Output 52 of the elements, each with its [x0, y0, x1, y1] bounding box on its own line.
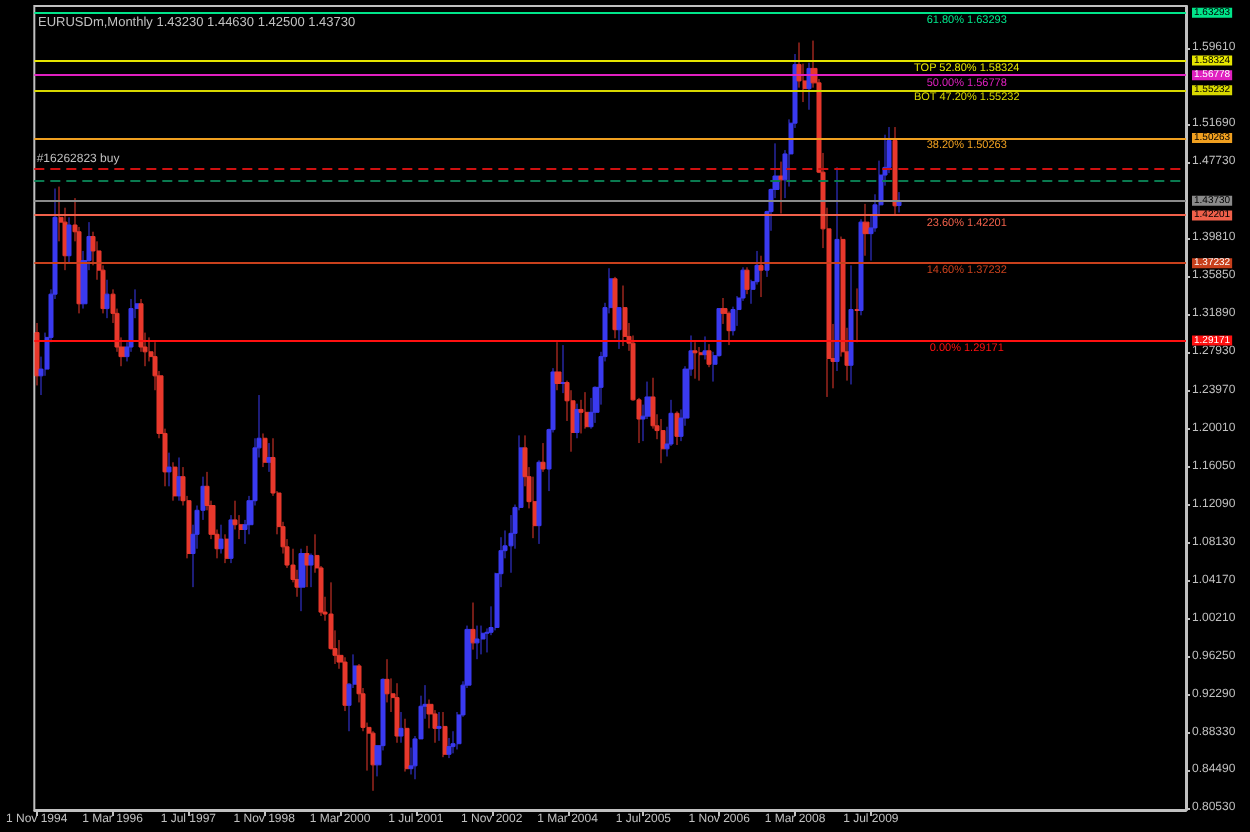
candlestick: [66, 216, 72, 264]
candlestick: [612, 276, 618, 339]
candlestick: [560, 344, 566, 394]
candlestick: [298, 548, 306, 612]
candlestick: [692, 341, 698, 380]
candlestick: [166, 452, 172, 487]
candlestick: [308, 553, 314, 588]
candlestick: [536, 459, 542, 545]
candlestick: [848, 264, 854, 385]
candlestick: [304, 545, 310, 588]
candlestick: [702, 335, 708, 360]
candlestick: [262, 432, 268, 468]
candlestick: [394, 682, 400, 744]
candlestick: [758, 255, 764, 298]
candlestick: [584, 391, 590, 430]
candlestick: [892, 126, 898, 216]
candlestick: [854, 287, 860, 343]
candlestick: [480, 625, 486, 655]
candlestick: [570, 389, 576, 453]
candlestick: [442, 711, 448, 758]
candlestick: [858, 218, 864, 316]
candlestick: [778, 161, 784, 214]
candlestick: [616, 307, 622, 350]
candlestick: [474, 625, 480, 660]
candlestick: [578, 399, 584, 434]
candlestick: [266, 442, 272, 473]
candlestick: [176, 456, 182, 502]
candlestick: [104, 279, 110, 319]
candlestick: [574, 403, 580, 439]
candlestick: [232, 500, 238, 531]
candlestick: [706, 343, 712, 368]
candlestick: [554, 341, 562, 391]
candlestick: [834, 166, 840, 372]
candlestick: [228, 514, 234, 564]
candlestick: [806, 62, 812, 111]
candlestick: [446, 737, 452, 759]
candlestick: [370, 730, 376, 792]
candlestick: [622, 285, 628, 347]
candlestick: [172, 461, 178, 502]
candlestick: [698, 346, 704, 382]
candlestick: [862, 203, 870, 257]
candlestick: [540, 442, 546, 473]
candlestick: [660, 418, 666, 464]
candlestick: [398, 711, 404, 744]
candlestick: [436, 711, 442, 742]
candlestick: [470, 602, 476, 651]
candlestick: [674, 410, 680, 446]
candlestick: [218, 524, 224, 555]
candlestick: [224, 533, 230, 564]
candlestick: [34, 322, 40, 386]
candlestick: [404, 718, 410, 773]
candlestick: [744, 266, 750, 295]
